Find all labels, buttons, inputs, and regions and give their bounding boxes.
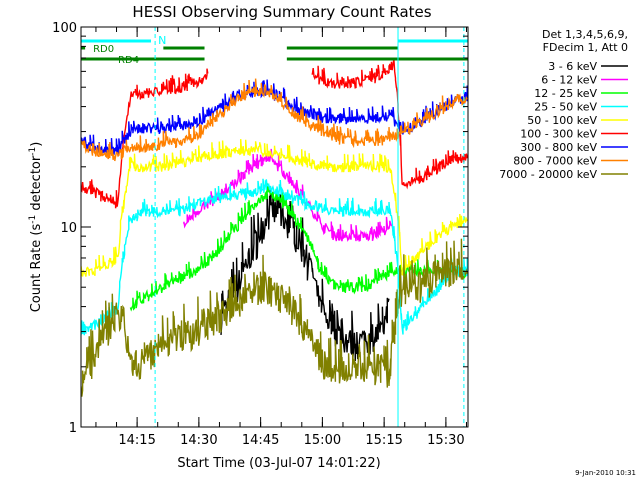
- series-line: [129, 183, 468, 312]
- series-line: [81, 238, 468, 397]
- series-2: [129, 183, 468, 312]
- legend-entry-label: 3 - 6 keV: [548, 60, 597, 73]
- legend-entry-label: 100 - 300 keV: [520, 128, 597, 141]
- y-tick-label: 1: [69, 421, 77, 436]
- y-tick-label: 100: [52, 21, 77, 36]
- y-axis-label-exp2: -1: [28, 147, 38, 156]
- legend-entry-label: 25 - 50 keV: [534, 101, 597, 114]
- rd0-label: RD0: [93, 44, 114, 55]
- series-8: [81, 238, 468, 397]
- series-line: [220, 186, 390, 362]
- n-label: N: [158, 34, 166, 47]
- series-line: [81, 178, 468, 336]
- y-axis-label-end: ): [29, 142, 44, 147]
- x-tick-label: 15:30: [427, 433, 464, 448]
- series-line: [81, 78, 468, 162]
- legend-entry-label: 800 - 7000 keV: [513, 155, 597, 168]
- legend-entry-label: 300 - 800 keV: [520, 141, 597, 154]
- legend: Det 1,3,4,5,6,9, FDecim 1, Att 0 3 - 6 k…: [499, 28, 628, 181]
- x-tick-label: 14:15: [118, 433, 155, 448]
- plot-area: N RD0 RD4: [81, 27, 468, 427]
- legend-entry-label: 6 - 12 keV: [541, 74, 597, 87]
- series-3: [81, 178, 468, 336]
- x-tick-label: 15:15: [365, 433, 402, 448]
- legend-entry-label: 12 - 25 keV: [534, 87, 597, 100]
- chart-title: HESSI Observing Summary Count Rates: [132, 3, 431, 21]
- series-line: [81, 139, 468, 277]
- y-axis-label-mid: detector: [29, 155, 44, 215]
- series-line: [81, 59, 468, 209]
- rd4-label: RD4: [118, 55, 139, 66]
- legend-entry-label: 7000 - 20000 keV: [499, 168, 597, 181]
- axes: 1 10 100 14:15 14:30 14:45 15:00 15:15 15:30: [52, 21, 468, 448]
- x-tick-label: 14:30: [180, 433, 217, 448]
- series-0: [220, 186, 390, 362]
- x-tick-label: 15:00: [304, 433, 341, 448]
- y-axis-label-exp1: -1: [28, 215, 38, 224]
- x-axis-label: Start Time (03-Jul-07 14:01:22): [177, 456, 380, 471]
- y-axis-label-main: Count Rate (s: [29, 224, 44, 313]
- footer-date: 9-Jan-2010 10:31: [575, 469, 636, 477]
- legend-entry-label: 50 - 100 keV: [527, 114, 597, 127]
- x-tick-label: 14:45: [242, 433, 279, 448]
- y-axis-label: Count Rate (s-1 detector-1): [28, 142, 44, 313]
- series-7: [81, 78, 468, 162]
- series-6: [81, 79, 468, 156]
- y-tick-label: 10: [60, 221, 77, 236]
- legend-header-1: Det 1,3,4,5,6,9,: [542, 28, 628, 41]
- legend-header-2: FDecim 1, Att 0: [543, 41, 628, 54]
- series-line: [81, 79, 468, 156]
- series-4: [81, 139, 468, 277]
- series-5: [81, 59, 468, 209]
